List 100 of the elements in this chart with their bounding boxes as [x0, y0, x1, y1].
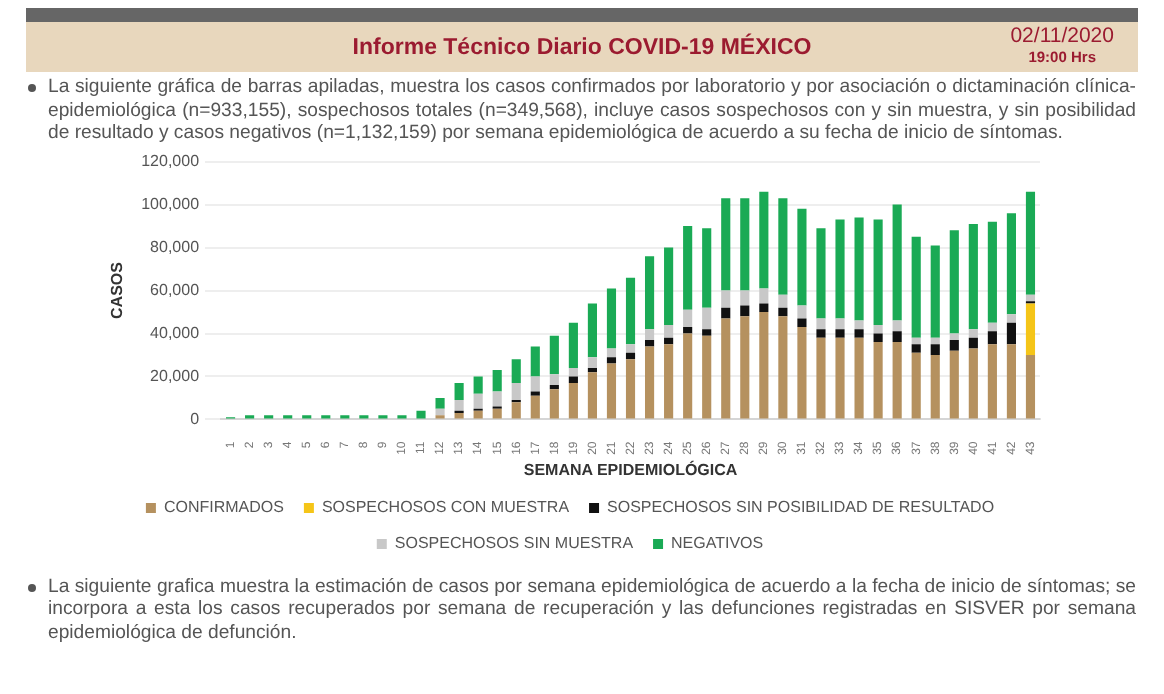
bar — [949, 229, 959, 333]
bar — [1025, 190, 1036, 294]
bar — [987, 220, 997, 322]
bar — [854, 319, 864, 329]
bar — [930, 244, 940, 337]
bar — [702, 334, 712, 418]
bar — [530, 375, 540, 391]
bar — [549, 388, 559, 418]
bar — [740, 315, 750, 418]
bar — [854, 216, 864, 320]
bar — [759, 311, 769, 418]
bar — [530, 394, 540, 418]
bar — [606, 362, 617, 418]
bar — [568, 366, 578, 376]
bar — [854, 328, 864, 337]
bar — [911, 343, 921, 352]
legend-label: SOSPECHOSOS SIN POSIBILIDAD DE RESULTADO — [607, 497, 995, 516]
bar — [835, 336, 845, 418]
bar — [816, 336, 826, 418]
bar — [797, 304, 807, 318]
x-axis-title: SEMANA EPIDEMIOLÓGICA — [523, 457, 738, 478]
bar — [949, 332, 959, 339]
bar — [492, 407, 502, 418]
bar — [1006, 321, 1016, 344]
bar — [702, 328, 712, 335]
bar — [816, 317, 826, 329]
bar — [702, 227, 712, 307]
bar — [892, 203, 902, 320]
bar — [987, 330, 997, 344]
legend-label: SOSPECHOSOS SIN MUESTRA — [394, 533, 635, 552]
bar — [1025, 302, 1036, 354]
bar — [873, 332, 883, 342]
bar — [587, 302, 597, 357]
bar — [644, 255, 655, 329]
bar — [740, 289, 750, 305]
y-tick-label: 0 — [190, 408, 201, 427]
y-tick-label: 120,000 — [141, 151, 201, 170]
bar — [606, 347, 617, 357]
bar — [1006, 313, 1016, 322]
bar — [435, 396, 445, 408]
bar — [664, 323, 674, 337]
bar — [568, 321, 578, 367]
bar — [911, 235, 921, 337]
bar — [873, 341, 883, 418]
bar — [816, 328, 826, 337]
bar — [683, 332, 693, 418]
bar — [968, 347, 978, 418]
y-axis-title: CASOS — [108, 259, 127, 318]
bar — [835, 317, 845, 329]
bar — [835, 218, 845, 318]
bar — [683, 308, 693, 327]
bar — [511, 358, 521, 382]
legend-label: CONFIRMADOS — [163, 497, 284, 516]
bar — [778, 197, 788, 294]
legend-label: NEGATIVOS — [671, 533, 764, 552]
y-tick-label: 40,000 — [150, 322, 201, 341]
bar — [721, 317, 731, 418]
bar — [644, 328, 655, 339]
bar — [530, 345, 540, 376]
chart-title: Informe Técnico Diario COVID-19 MÉXICO — [352, 35, 812, 59]
bar — [511, 381, 521, 400]
bar — [759, 287, 769, 303]
bar — [1025, 293, 1036, 301]
bar — [930, 336, 940, 344]
bar — [664, 246, 674, 324]
bar — [702, 306, 712, 329]
bar — [606, 287, 617, 348]
bar — [721, 306, 731, 318]
bar — [435, 407, 445, 415]
bar — [606, 356, 617, 363]
bar — [454, 412, 464, 418]
bar — [568, 381, 578, 418]
bar — [949, 338, 959, 350]
bar — [930, 343, 940, 354]
text: 02/11/2020 — [1010, 24, 1114, 48]
bar — [911, 351, 921, 418]
bar — [454, 381, 464, 400]
bar — [1006, 343, 1016, 418]
bar — [740, 304, 750, 316]
bar — [1025, 353, 1036, 418]
bar — [473, 375, 483, 393]
legend-label: SOSPECHOSOS CON MUESTRA — [321, 497, 571, 516]
bar — [797, 317, 807, 327]
bar — [549, 334, 559, 374]
bar — [511, 401, 521, 418]
bar — [892, 319, 902, 331]
bar — [454, 399, 464, 410]
bar — [949, 349, 959, 418]
bar — [1006, 212, 1016, 314]
bar — [644, 338, 655, 346]
bar — [835, 328, 845, 337]
bar — [625, 358, 636, 418]
bar — [892, 330, 902, 342]
text: La siguiente gráfica de barras apiladas, muestra los casos confirmados por laboratorio y por asociación o dictaminación clínica-epidemiológica (n=933,155), sospechosos totales (n=349,568), incluye casos sospechosos con y sin muestra, y sin posibilidad de resultado y casos negativos (n=1,132,159) por semana epidemiológica de acuerdo a su fecha de inicio de síntomas. — [48, 76, 1136, 145]
bar — [854, 336, 864, 418]
bar — [778, 293, 788, 307]
bar — [778, 306, 788, 316]
bar — [797, 326, 807, 418]
bar — [587, 366, 597, 372]
y-tick-label: 60,000 — [150, 279, 201, 298]
